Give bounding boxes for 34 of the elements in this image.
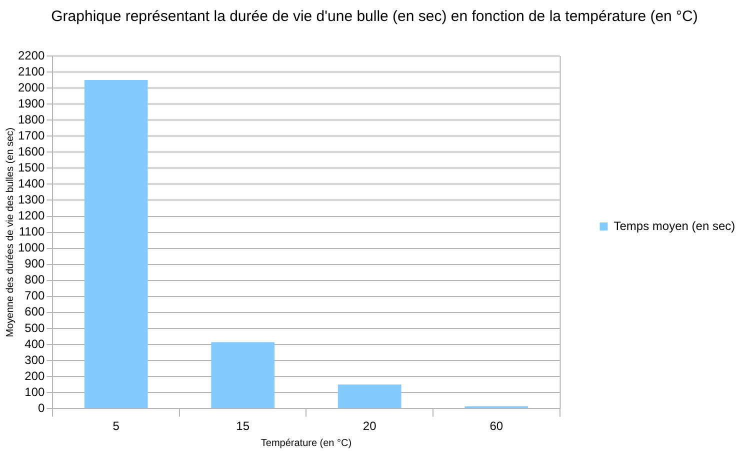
y-tick-label: 0 — [38, 400, 46, 415]
y-tick-label: 1000 — [18, 240, 46, 255]
y-tick-label: 1600 — [18, 144, 46, 158]
bar — [338, 384, 402, 408]
y-tick-label: 1300 — [18, 192, 46, 207]
y-tick-label: 700 — [24, 288, 46, 303]
x-tick-label: 60 — [490, 419, 504, 434]
x-tick-label: 15 — [236, 419, 250, 434]
y-tick-label: 1700 — [18, 128, 46, 142]
y-tick-label: 900 — [24, 256, 46, 271]
legend-label: Temps moyen (en sec) — [614, 218, 736, 233]
x-tick-label: 20 — [362, 419, 377, 434]
y-tick-label: 400 — [24, 336, 46, 351]
y-tick-label: 1900 — [18, 96, 46, 110]
y-tick-label: 1100 — [18, 224, 46, 239]
bar — [84, 80, 148, 408]
bar — [211, 342, 275, 408]
y-tick-label: 200 — [24, 368, 46, 383]
y-tick-label: 1500 — [18, 160, 46, 175]
y-tick-label: 300 — [24, 352, 46, 367]
y-tick-label: 800 — [24, 272, 46, 287]
y-tick-label: 2000 — [18, 80, 46, 94]
y-tick-label: 1400 — [18, 176, 46, 191]
x-tick-label: 5 — [112, 419, 120, 434]
x-axis-title: Température (en °C) — [260, 438, 352, 449]
y-tick-label: 1800 — [18, 112, 46, 126]
chart-title: Graphique représentant la durée de vie d'une bulle (en sec) en fonction de la température (en °C) — [51, 8, 698, 26]
y-tick-label: 600 — [24, 304, 46, 319]
y-tick-label: 2100 — [18, 64, 46, 78]
y-axis-title: Moyenne des durées de vie des bulles (en sec) — [4, 128, 16, 338]
y-tick-label: 1200 — [18, 208, 46, 223]
y-tick-label: 500 — [24, 320, 46, 335]
y-tick-label: 100 — [24, 384, 46, 399]
y-tick-label: 2200 — [18, 48, 46, 62]
